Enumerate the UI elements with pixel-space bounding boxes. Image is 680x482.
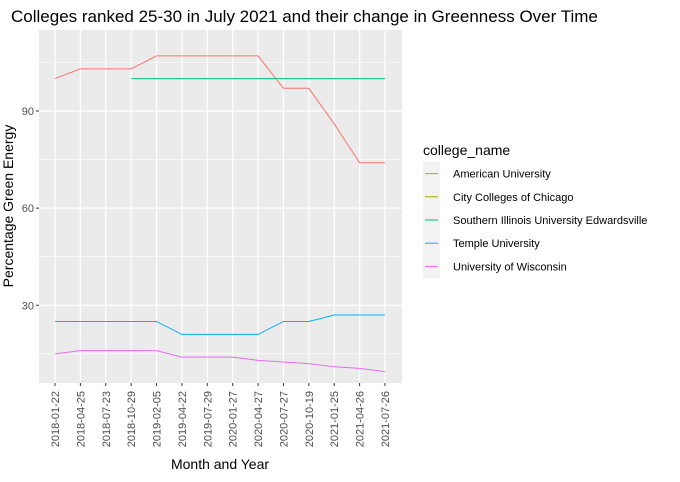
- y-axis-title: Percentage Green Energy: [0, 125, 16, 288]
- x-tick-label: 2020-04-27: [253, 391, 265, 447]
- legend-label-2: Southern Illinois University Edwardsvill…: [453, 215, 647, 227]
- legend-title: college_name: [423, 142, 510, 158]
- legend-label-1: City Colleges of Chicago: [453, 192, 573, 204]
- series-line-0: [54, 55, 385, 164]
- x-axis-ticks: 2018-01-22 2018-04-25 2018-07-23 2018-10-29…: [50, 383, 392, 447]
- legend-label-3: Temple University: [453, 238, 540, 250]
- y-tick-label: 60: [22, 203, 34, 215]
- x-tick-label: 2018-07-23: [101, 391, 113, 447]
- x-tick-label: 2018-01-22: [50, 391, 62, 447]
- x-tick-label: 2020-10-19: [304, 391, 316, 447]
- major-gridlines: [39, 30, 402, 383]
- x-tick-label: 2021-04-26: [355, 391, 367, 447]
- x-tick-label: 2018-04-25: [75, 391, 87, 447]
- plot-panel: [39, 30, 402, 383]
- x-tick-label: 2019-04-22: [177, 391, 189, 447]
- legend: college_name American University City Col…: [423, 142, 647, 278]
- x-axis-title: Month and Year: [171, 456, 269, 472]
- series-line-4: [54, 350, 386, 373]
- x-tick-label: 2020-07-27: [278, 391, 290, 447]
- chart-title: Colleges ranked 25-30 in July 2021 and t…: [11, 7, 598, 26]
- minor-gridlines: [39, 62, 402, 355]
- y-tick-label: 90: [22, 106, 34, 118]
- x-tick-label: 2018-10-29: [126, 391, 138, 447]
- legend-label-0: American University: [453, 169, 551, 181]
- x-tick-label: 2019-02-05: [152, 391, 164, 447]
- x-tick-label: 2019-07-29: [202, 391, 214, 447]
- legend-items: American University City Colleges of Chic…: [423, 162, 647, 278]
- legend-label-4: University of Wisconsin: [453, 261, 567, 273]
- series-lines: [54, 55, 386, 373]
- x-tick-label: 2021-07-26: [380, 391, 392, 447]
- x-tick-label: 2020-01-27: [228, 391, 240, 447]
- series-line-3: [55, 314, 385, 335]
- y-axis-ticks: 30 60 90: [22, 106, 39, 312]
- y-tick-label: 30: [22, 300, 34, 312]
- x-tick-label: 2021-01-25: [329, 391, 341, 447]
